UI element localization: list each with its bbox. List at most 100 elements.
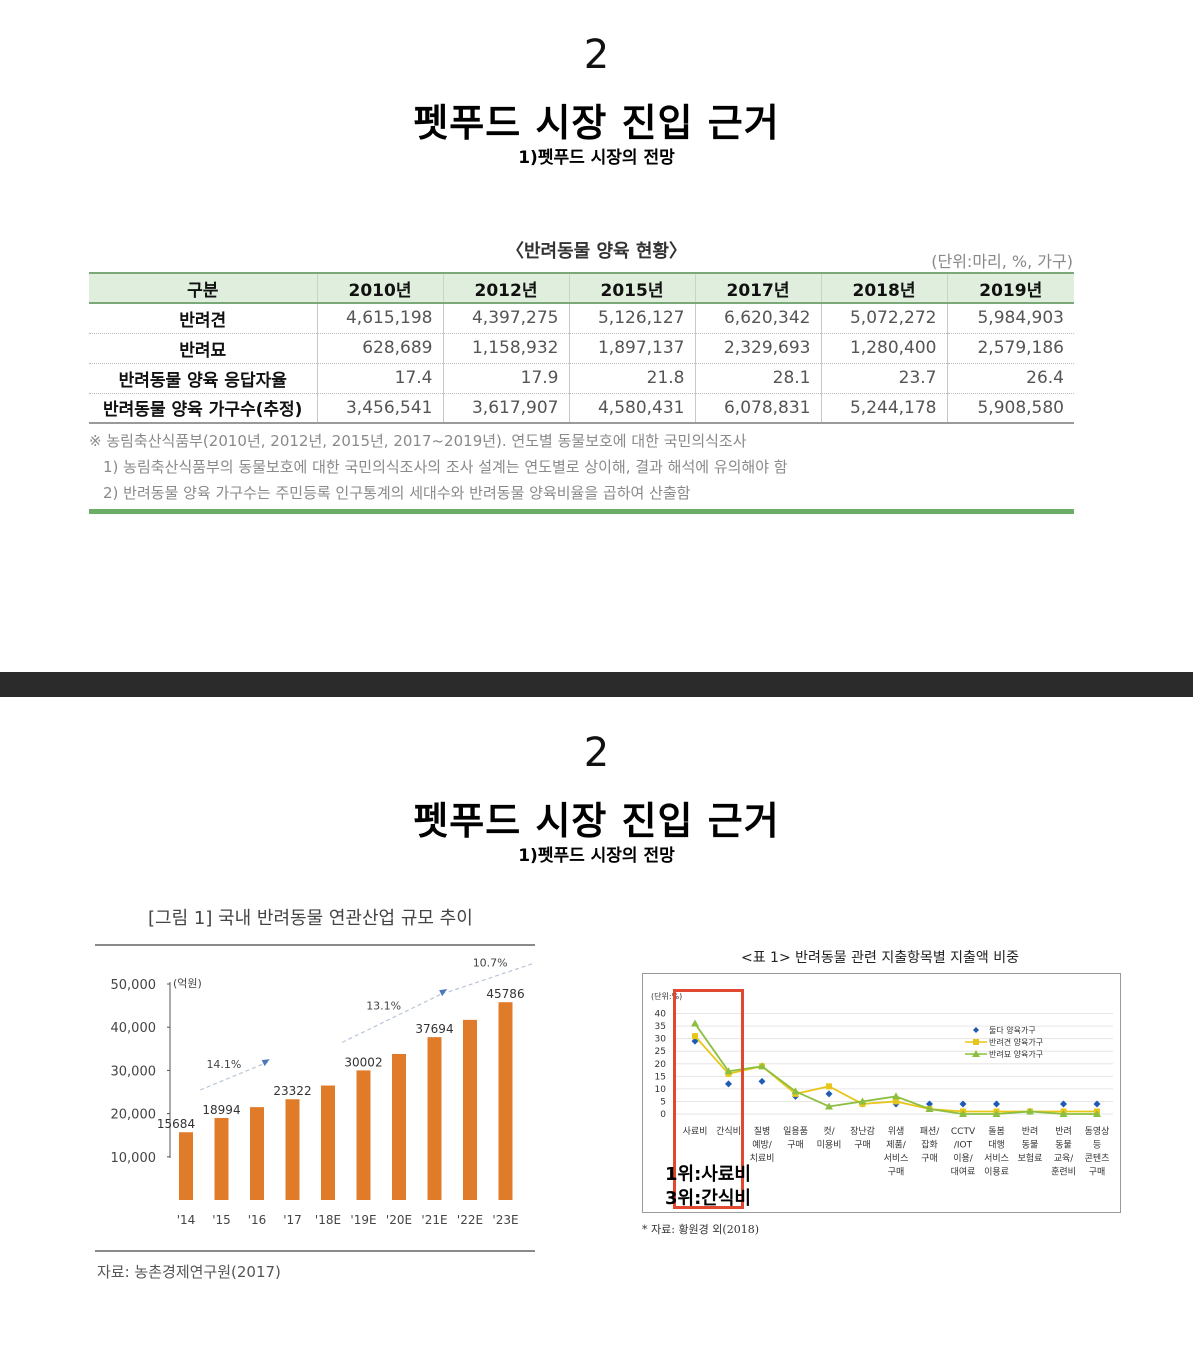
y-tick-label: 15 xyxy=(655,1072,666,1082)
x-tick-label: 위생 xyxy=(888,1126,905,1137)
growth-arrow-head xyxy=(439,989,448,997)
bar-data-label: 37694 xyxy=(415,1022,453,1036)
table-cell: 17.9 xyxy=(442,363,569,394)
x-tick-label: 잡화 xyxy=(921,1139,938,1151)
data-point xyxy=(1093,1100,1101,1108)
y-tick-label: 25 xyxy=(655,1047,666,1057)
legend-label: 반려견 양육가구 xyxy=(989,1037,1043,1047)
data-point xyxy=(825,1102,833,1110)
slide-table: 2 펫푸드 시장 진입 근거 1)펫푸드 시장의 전망 〈반려동물 양육 현황〉… xyxy=(0,0,1193,672)
x-tick-label: 반려 xyxy=(1022,1126,1039,1137)
table-cell: 5,984,903 xyxy=(946,303,1074,334)
data-point xyxy=(758,1062,766,1070)
slide-title: 펫푸드 시장 진입 근거 xyxy=(413,799,780,843)
growth-trend-line xyxy=(341,991,446,1043)
data-point xyxy=(992,1110,1001,1117)
slide-charts: 2 펫푸드 시장 진입 근거 1)펫푸드 시장의 전망 [그림 1] 국내 반려… xyxy=(0,697,1193,1365)
x-tick-label: 등 xyxy=(1093,1140,1101,1151)
bar xyxy=(427,1037,442,1200)
x-tick-label: '17 xyxy=(283,1213,302,1227)
table-cell: 1,158,932 xyxy=(442,333,569,364)
data-point xyxy=(1093,1110,1101,1117)
table-cell: 3,456,541 xyxy=(316,393,443,424)
bar xyxy=(179,1132,193,1200)
table-cell: 2,579,186 xyxy=(946,333,1074,364)
y-tick-label: 5 xyxy=(660,1097,666,1107)
bar-data-label: 30002 xyxy=(344,1055,382,1069)
table-cell: 5,244,178 xyxy=(820,393,947,424)
growth-arrow-head xyxy=(261,1059,270,1067)
bar-data-label: 45786 xyxy=(486,987,524,1001)
legend-marker xyxy=(973,1027,979,1033)
table-cell: 5,908,580 xyxy=(946,393,1074,424)
bar xyxy=(463,1019,477,1200)
y-tick-label: 40,000 xyxy=(111,1021,157,1036)
table-cell: 4,580,431 xyxy=(568,393,695,424)
row-label: 반려견 xyxy=(89,303,317,334)
x-tick-label: 서비스 xyxy=(984,1153,1009,1164)
y-axis-unit: (단위:%) xyxy=(651,991,682,1001)
data-point xyxy=(1026,1107,1034,1115)
x-tick-label: '20E xyxy=(386,1213,412,1227)
table-note: ※ 농림축산식품부(2010년, 2012년, 2015년, 2017~2019… xyxy=(89,432,747,450)
legend-label: 둘다 양육가구 xyxy=(989,1026,1036,1035)
table-header-cell: 2010년 xyxy=(316,272,443,304)
x-tick-label: 교육/ xyxy=(1054,1153,1075,1164)
y-tick-label: 30 xyxy=(655,1035,667,1045)
line-chart-frame: (단위:%) 40 35 30 25 20 15 10 5 0 사료비 간식비 질병 예방/치료비 일용품 구… xyxy=(642,973,1121,1213)
x-tick-label: 동물 xyxy=(1022,1140,1039,1151)
data-point xyxy=(959,1110,967,1117)
x-tick-label: 대여료 xyxy=(951,1166,976,1178)
x-tick-label: 미용비 xyxy=(817,1140,842,1151)
y-tick-label: 20 xyxy=(655,1060,667,1070)
table-cell: 28.1 xyxy=(694,363,821,394)
table-row: 반려동물 양육 응답자율 17.4 17.9 21.8 28.1 23.7 26… xyxy=(89,363,1074,394)
bar-chart-top-rule xyxy=(95,944,535,946)
table-cell: 628,689 xyxy=(316,333,443,364)
table-cell: 5,126,127 xyxy=(568,303,695,334)
x-tick-label: 예방/ xyxy=(752,1140,773,1151)
data-point xyxy=(791,1087,800,1095)
slide-title: 펫푸드 시장 진입 근거 xyxy=(413,101,780,145)
row-label: 반려동물 양육 응답자율 xyxy=(89,363,317,394)
legend-marker xyxy=(973,1039,979,1045)
table-unit: (단위:마리, %, 가구) xyxy=(931,252,1073,271)
x-tick-label: '15 xyxy=(212,1213,231,1227)
bar-chart-bottom-rule xyxy=(95,1250,535,1252)
x-tick-label: 이용/ xyxy=(953,1153,974,1164)
x-tick-label: 사료비 xyxy=(683,1126,708,1137)
data-point xyxy=(1059,1110,1068,1117)
data-point xyxy=(959,1100,967,1108)
bar-data-label: 15684 xyxy=(157,1117,195,1131)
y-tick-label: 20,000 xyxy=(111,1108,157,1123)
growth-rate-label: 13.1% xyxy=(366,999,401,1012)
x-tick-label: 동물 xyxy=(1055,1140,1072,1151)
data-point xyxy=(825,1090,833,1098)
bar xyxy=(250,1107,264,1200)
x-tick-label: 간식비 xyxy=(716,1126,741,1137)
x-tick-label: '22E xyxy=(457,1213,483,1227)
x-tick-label: 치료비 xyxy=(750,1152,775,1164)
x-tick-label: 장난감 xyxy=(850,1125,875,1137)
table-header-cell: 2017년 xyxy=(694,272,821,304)
data-point xyxy=(724,1067,733,1075)
growth-rate-label: 10.7% xyxy=(473,957,508,970)
table-cell: 6,620,342 xyxy=(694,303,821,334)
data-point xyxy=(926,1100,933,1108)
annotation-rank-3: 3위:간식비 xyxy=(665,1188,751,1209)
data-point xyxy=(725,1080,732,1088)
bar-chart: 50,000 40,000 30,000 20,000 10,000 (억원) '14 156… xyxy=(111,957,535,1227)
table-row: 반려묘 628,689 1,158,932 1,897,137 2,329,69… xyxy=(89,333,1074,364)
x-tick-label: 훈련비 xyxy=(1051,1166,1076,1178)
x-tick-label: 서비스 xyxy=(884,1153,909,1164)
row-label: 반려묘 xyxy=(89,333,317,364)
table-bottom-rule xyxy=(89,509,1074,514)
bar xyxy=(285,1099,300,1200)
slide-divider xyxy=(0,672,1193,697)
bar xyxy=(321,1085,335,1200)
bar-chart-title: [그림 1] 국내 반려동물 연관산업 규모 추이 xyxy=(148,908,473,929)
data-point xyxy=(858,1097,867,1105)
x-tick-label: 구매 xyxy=(1089,1167,1106,1178)
table-cell: 1,897,137 xyxy=(568,333,695,364)
bar-data-label: 18994 xyxy=(202,1103,240,1117)
